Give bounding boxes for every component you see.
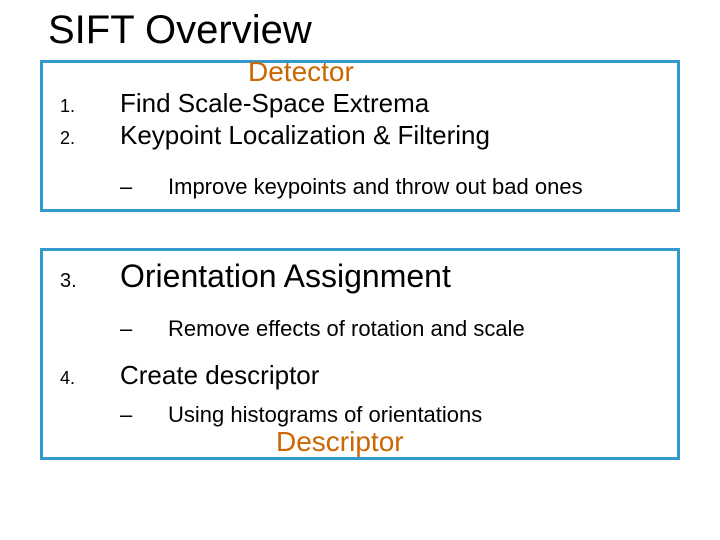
step3-sub-dash: –	[120, 316, 132, 342]
step1-text: Find Scale-Space Extrema	[120, 88, 429, 119]
step4-sub-dash: –	[120, 402, 132, 428]
step1-number: 1.	[60, 96, 75, 117]
step4-text: Create descriptor	[120, 360, 319, 391]
step2-sub-text: Improve keypoints and throw out bad ones	[168, 174, 583, 200]
detector-label: Detector	[248, 56, 354, 88]
slide-title: SIFT Overview	[48, 8, 312, 53]
step2-sub-dash: –	[120, 174, 132, 200]
step3-text: Orientation Assignment	[120, 258, 451, 295]
step4-sub-text: Using histograms of orientations	[168, 402, 482, 428]
step2-number: 2.	[60, 128, 75, 149]
step3-sub-text: Remove effects of rotation and scale	[168, 316, 525, 342]
step3-number: 3.	[60, 270, 77, 293]
descriptor-label: Descriptor	[276, 426, 404, 458]
step4-number: 4.	[60, 368, 75, 389]
step2-text: Keypoint Localization & Filtering	[120, 120, 490, 151]
